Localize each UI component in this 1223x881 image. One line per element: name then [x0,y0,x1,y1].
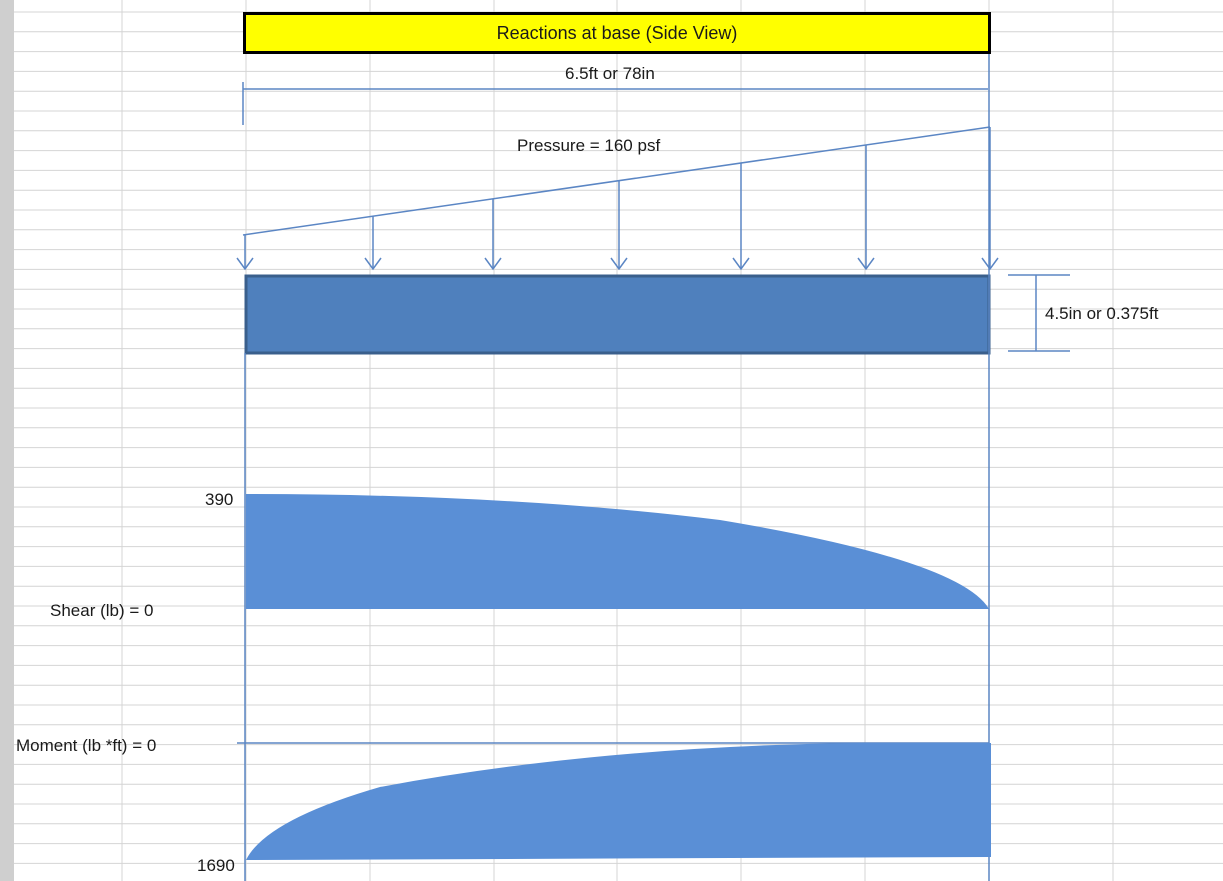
pressure-arrow-head [732,257,750,271]
spreadsheet-gridlines [14,0,1223,881]
shear-zero-label: Shear (lb) = 0 [50,601,154,620]
moment-max-label: 1690 [197,856,235,875]
pressure-arrow-head [236,257,254,271]
moment-zero-label: Moment (lb *ft) = 0 [16,736,157,755]
shear-diagram [246,494,989,609]
moment-diagram [246,743,991,860]
diagram-title: Reactions at base (Side View) [243,12,991,54]
span-label: 6.5ft or 78in [565,64,655,83]
left-margin-strip [0,0,14,881]
span-dimension [242,82,988,125]
pressure-label: Pressure = 160 psf [517,136,661,155]
thickness-label: 4.5in or 0.375ft [1045,304,1159,323]
shear-max-label: 390 [205,490,234,509]
pressure-arrow-head [857,257,875,271]
beam-section [244,274,991,355]
pressure-arrows [236,127,999,271]
thickness-dimension [1008,274,1070,352]
pressure-arrow-head [364,257,382,271]
pressure-arrow-head [981,257,999,271]
pressure-arrow-head [610,257,628,271]
pressure-arrow-head [484,257,502,271]
